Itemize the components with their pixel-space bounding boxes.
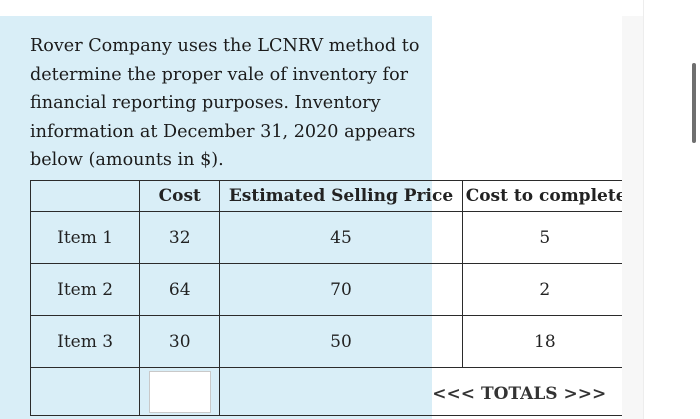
cost-cell: 30 (139, 315, 221, 368)
total-cost-cell (139, 367, 221, 416)
scroll-track (622, 16, 643, 419)
table-row: Item 3 30 50 18 (29, 315, 629, 368)
table-header-row: Cost Estimated Selling Price Cost to com… (29, 180, 629, 212)
totals-label: <<< TOTALS >>> (432, 383, 607, 404)
inventory-table: Cost Estimated Selling Price Cost to com… (29, 180, 629, 416)
selling-price-cell: 50 (219, 315, 463, 368)
header-cost: Cost (139, 180, 221, 212)
header-estimated-selling-price: Estimated Selling Price (219, 180, 463, 212)
totals-label-cell: <<< TOTALS >>> (219, 367, 628, 416)
cost-to-complete-cell: 5 (461, 211, 629, 264)
item-label: Item 3 (29, 315, 141, 368)
header-cost-to-complete: Cost to complete (461, 180, 629, 212)
table-row: Item 1 32 45 5 (29, 211, 629, 264)
cost-to-complete-cell: 18 (461, 315, 629, 368)
table-row: Item 2 64 70 2 (29, 263, 629, 316)
totals-empty-cell (29, 367, 141, 416)
selling-price-cell: 70 (219, 263, 463, 316)
right-gutter (643, 0, 700, 419)
header-empty (29, 180, 141, 212)
scrollbar-thumb[interactable] (692, 63, 696, 143)
question-panel: Rover Company uses the LCNRV method to d… (0, 16, 643, 419)
item-label: Item 2 (29, 263, 141, 316)
total-cost-input[interactable] (148, 370, 211, 413)
cost-to-complete-cell: 2 (461, 263, 629, 316)
selling-price-cell: 45 (219, 211, 463, 264)
top-strip (0, 0, 643, 17)
question-text: Rover Company uses the LCNRV method to d… (30, 36, 420, 170)
item-label: Item 1 (29, 211, 141, 264)
cost-cell: 32 (139, 211, 221, 264)
totals-row: <<< TOTALS >>> (29, 367, 628, 416)
cost-cell: 64 (139, 263, 221, 316)
